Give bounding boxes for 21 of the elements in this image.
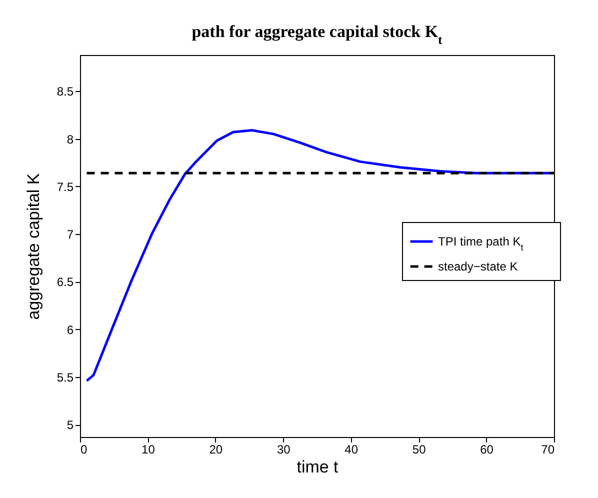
legend-label: TPI time path K$_{t}$ [438, 234, 524, 252]
y-tick-label: 7 [66, 228, 74, 242]
legend-label: steady−state K [438, 260, 518, 274]
y-tick-label: 5 [66, 418, 74, 432]
x-tick-label: 50 [412, 442, 426, 456]
y-tick-label: 7.5 [56, 180, 74, 194]
x-axis-title: time t [296, 458, 339, 476]
x-tick-label: 10 [142, 442, 156, 456]
chart-title: path for aggregate capital stock K$_{t}$ [192, 22, 444, 47]
y-axis-title: aggregate capital K [24, 172, 43, 320]
y-tick-label: 6.5 [56, 275, 74, 290]
y-tick-label: 8.5 [56, 84, 74, 99]
x-tick-label: 70 [541, 442, 555, 456]
x-tick-label: 30 [276, 442, 291, 456]
y-tick-label: 8 [66, 132, 74, 146]
x-tick-label: 0 [80, 442, 88, 456]
y-tick-label: 5.5 [56, 370, 74, 384]
x-tick-label: 40 [344, 442, 358, 456]
x-tick-label: 20 [209, 442, 223, 456]
y-tick-label: 6 [66, 322, 74, 337]
x-tick-label: 60 [480, 442, 494, 456]
